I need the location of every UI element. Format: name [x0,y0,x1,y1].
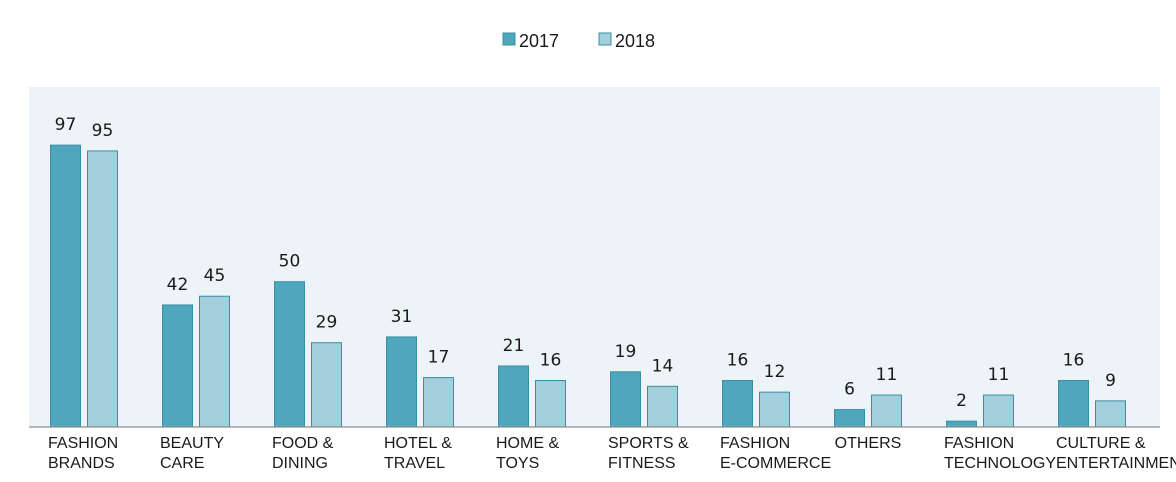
tick-label-9-1: ENTERTAINMENT [1056,455,1176,472]
bar-2018-3 [423,377,454,428]
tick-label-3-1: TRAVEL [384,455,445,472]
tick-label-7-0: OTHERS [835,435,902,452]
category-label-0: FASHION BRANDS [48,435,118,472]
category-label-2: FOOD & DINING [272,435,334,472]
value-labels: 97 95 42 45 50 29 31 17 21 16 19 14 16 12 6 11 2 11 16 9 [55,115,1116,411]
bar-2018-1 [199,295,230,428]
tick-label-1-0: BEAUTY [160,435,224,452]
tick-label-2-1: DINING [272,455,328,472]
data-label-2017-8: 2 [956,391,967,411]
data-label-2018-9: 9 [1105,371,1116,391]
data-label-2018-0: 95 [92,121,114,141]
tick-label-5-0: SPORTS & [608,435,689,452]
tick-label-8-1: TECHNOLOGY [944,455,1056,472]
bar-2017-9 [1058,380,1089,428]
category-labels: FASHION BRANDS BEAUTY CARE FOOD & DINING HOTEL… [48,435,1176,472]
data-label-2018-1: 45 [204,266,226,286]
bar-2017-3 [386,336,417,428]
data-label-2017-5: 19 [615,342,637,362]
legend: 2017 2018 [502,31,655,51]
tick-label-9-0: CULTURE & [1056,435,1146,452]
category-label-7: OTHERS [835,435,902,452]
tick-label-0-1: BRANDS [48,455,115,472]
bar-2017-6 [722,380,753,428]
category-label-1: BEAUTY CARE [160,435,224,472]
bar-2017-4 [498,365,529,428]
data-label-2017-2: 50 [279,252,301,272]
bar-2017-2 [274,281,305,428]
data-label-2018-2: 29 [316,313,338,333]
bar-2018-7 [871,394,902,428]
tick-label-4-0: HOME & [496,435,559,452]
data-label-2018-3: 17 [428,348,450,368]
data-label-2018-4: 16 [540,351,562,371]
category-label-8: FASHION TECHNOLOGY [944,435,1056,472]
category-label-4: HOME & TOYS [496,435,559,472]
bar-2018-4 [535,380,566,428]
tick-label-0-0: FASHION [48,435,118,452]
tick-label-8-0: FASHION [944,435,1014,452]
data-label-2018-6: 12 [764,362,786,382]
legend-item-2017: 2017 [502,31,559,51]
category-label-3: HOTEL & TRAVEL [384,435,452,472]
data-label-2017-1: 42 [167,275,189,295]
legend-label-2018: 2018 [615,31,655,51]
bar-2017-5 [610,371,641,428]
data-label-2018-5: 14 [652,356,674,376]
bar-2018-0 [87,150,118,428]
category-label-6: FASHION E-COMMERCE [720,435,831,472]
data-label-2017-7: 6 [844,380,855,400]
bars [50,144,1126,428]
bar-2017-0 [50,144,81,428]
tick-label-6-0: FASHION [720,435,790,452]
tick-label-4-1: TOYS [496,455,539,472]
legend-swatch-2018 [598,32,612,46]
bar-2018-5 [647,385,678,428]
tick-label-6-1: E-COMMERCE [720,455,831,472]
tick-label-1-1: CARE [160,455,204,472]
data-label-2017-4: 21 [503,336,525,356]
data-label-2018-7: 11 [876,365,898,385]
bar-2017-8 [946,420,977,428]
category-label-9: CULTURE & ENTERTAINMENT [1056,435,1176,472]
data-label-2017-6: 16 [727,351,749,371]
tick-label-3-0: HOTEL & [384,435,452,452]
data-label-2017-9: 16 [1063,351,1085,371]
bar-2018-8 [983,394,1014,428]
category-label-5: SPORTS & FITNESS [608,435,689,472]
bar-2018-6 [759,391,790,428]
bar-2018-9 [1095,400,1126,428]
bar-2017-7 [834,409,865,428]
legend-label-2017: 2017 [519,31,559,51]
bar-2017-1 [162,304,193,428]
data-label-2017-0: 97 [55,115,77,135]
tick-label-2-0: FOOD & [272,435,334,452]
legend-swatch-2017 [502,32,516,46]
data-label-2018-8: 11 [988,365,1010,385]
tick-label-5-1: FITNESS [608,455,676,472]
bar-2018-2 [311,342,342,428]
legend-item-2018: 2018 [598,31,655,51]
data-label-2017-3: 31 [391,307,413,327]
